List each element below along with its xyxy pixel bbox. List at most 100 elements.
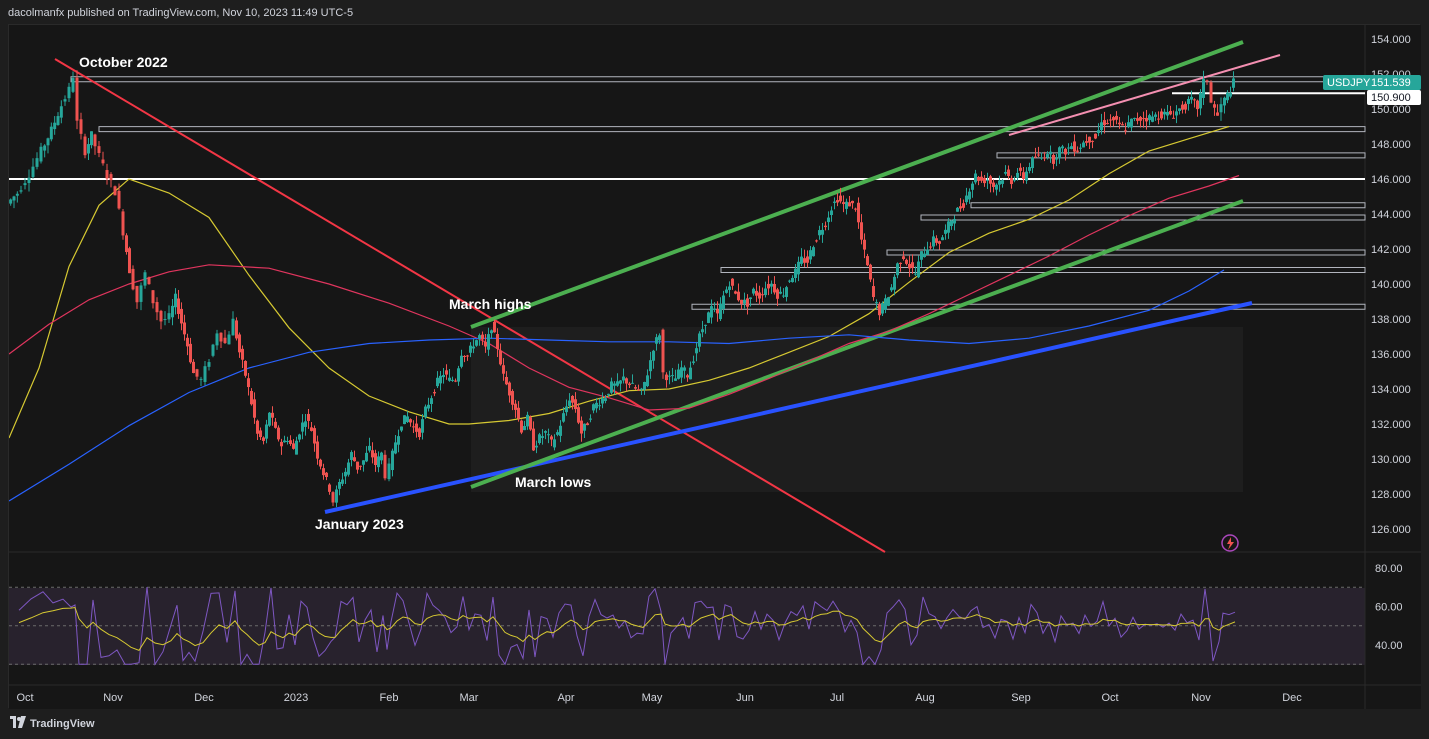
candle-body bbox=[737, 291, 740, 301]
candle-body bbox=[767, 283, 770, 289]
candle-body bbox=[403, 415, 406, 425]
candle-body bbox=[430, 398, 433, 404]
candle-body bbox=[1091, 140, 1094, 142]
candle-body bbox=[869, 264, 872, 280]
candle-body bbox=[677, 369, 680, 379]
candle-body bbox=[1115, 115, 1118, 120]
x-tick-label: Sep bbox=[1011, 692, 1031, 704]
candle-body bbox=[574, 399, 577, 410]
candle-body bbox=[35, 158, 39, 167]
candle-body bbox=[1190, 96, 1193, 100]
lightning-icon[interactable] bbox=[1221, 534, 1239, 552]
candle-body bbox=[347, 462, 350, 475]
candle-body bbox=[1175, 111, 1178, 116]
candle-body bbox=[872, 286, 875, 298]
candle-body bbox=[1202, 79, 1205, 98]
ma-line-ma_long bbox=[9, 269, 1225, 502]
y-tick-label: 142.000 bbox=[1371, 244, 1411, 256]
candle-body bbox=[1226, 92, 1229, 101]
candle-body bbox=[117, 190, 121, 209]
annotation-march-lows: March lows bbox=[515, 474, 591, 490]
candle-body bbox=[1184, 103, 1187, 110]
candle-body bbox=[968, 191, 971, 200]
candle-body bbox=[298, 434, 301, 440]
candle-body bbox=[121, 211, 125, 236]
candle-body bbox=[83, 136, 87, 156]
candle-body bbox=[490, 330, 493, 334]
candle-body bbox=[131, 268, 135, 290]
candle-body bbox=[986, 179, 989, 181]
candle-body bbox=[362, 460, 365, 465]
candle-body bbox=[59, 106, 63, 118]
candle-body bbox=[1079, 147, 1082, 149]
candle-body bbox=[938, 241, 941, 244]
candle-body bbox=[935, 238, 938, 243]
candle-body bbox=[899, 262, 902, 265]
candle-body bbox=[341, 479, 344, 484]
candle-body bbox=[809, 250, 812, 260]
candle-body bbox=[383, 454, 387, 479]
candle-body bbox=[377, 456, 380, 468]
ma-line-ma_mid bbox=[9, 174, 1240, 411]
candle-body bbox=[1082, 142, 1085, 148]
candle-body bbox=[415, 423, 418, 432]
candle-body bbox=[247, 378, 250, 388]
candle-body bbox=[139, 285, 143, 302]
tradingview-logo-text: TradingView bbox=[30, 717, 95, 730]
candle-body bbox=[277, 427, 280, 440]
candle-body bbox=[439, 375, 442, 384]
candle-body bbox=[409, 419, 412, 423]
candle-body bbox=[674, 378, 677, 381]
candle-body bbox=[56, 116, 60, 126]
y-tick-label: 128.000 bbox=[1371, 489, 1411, 501]
candle-body bbox=[1145, 117, 1148, 122]
candle-body bbox=[199, 378, 203, 380]
x-tick-label: Nov bbox=[103, 692, 123, 704]
candle-body bbox=[884, 298, 887, 310]
publisher-header: dacolmanfx published on TradingView.com,… bbox=[8, 7, 354, 19]
annotation-october-2022: October 2022 bbox=[79, 54, 168, 70]
candle-body bbox=[421, 419, 424, 433]
channel-top-line bbox=[470, 40, 1244, 329]
candle-body bbox=[773, 283, 776, 293]
candle-body bbox=[896, 263, 899, 276]
candle-body bbox=[857, 202, 860, 223]
candle-body bbox=[863, 239, 866, 250]
candle-body bbox=[12, 196, 16, 201]
x-tick-label: Aug bbox=[915, 692, 935, 704]
candle-body bbox=[1172, 117, 1175, 119]
candle-body bbox=[1112, 117, 1115, 121]
candle-body bbox=[1213, 104, 1216, 108]
candle-body bbox=[592, 404, 595, 411]
candle-body bbox=[911, 262, 914, 268]
candle-body bbox=[529, 417, 532, 430]
candle-body bbox=[977, 176, 980, 181]
candle-body bbox=[668, 375, 671, 377]
candle-body bbox=[368, 445, 371, 451]
candle-body bbox=[926, 249, 929, 255]
candle-body bbox=[484, 341, 487, 347]
candle-body bbox=[174, 293, 177, 308]
candle-body bbox=[1007, 169, 1010, 176]
candle-body bbox=[959, 206, 962, 209]
candle-body bbox=[535, 445, 538, 448]
candle-body bbox=[908, 263, 911, 269]
candle-body bbox=[268, 412, 271, 426]
candle-body bbox=[1163, 111, 1166, 115]
usdjpy-chart[interactable]: 154.000152.000150.000148.000146.000144.0… bbox=[9, 25, 1421, 709]
candle-body bbox=[1209, 82, 1213, 103]
candle-body bbox=[725, 289, 728, 293]
candle-body bbox=[1160, 111, 1163, 119]
candle-body bbox=[1040, 157, 1043, 159]
candle-body bbox=[1049, 151, 1052, 155]
candle-body bbox=[944, 229, 947, 234]
candle-body bbox=[1100, 122, 1103, 131]
chart-panel[interactable]: 154.000152.000150.000148.000146.000144.0… bbox=[8, 24, 1421, 709]
candle-body bbox=[457, 368, 460, 382]
candle-body bbox=[589, 418, 592, 420]
candle-body bbox=[433, 392, 436, 394]
candle-body bbox=[628, 383, 631, 386]
candle-body bbox=[800, 256, 803, 264]
rsi-line bbox=[18, 587, 1236, 666]
candle-body bbox=[905, 259, 908, 264]
